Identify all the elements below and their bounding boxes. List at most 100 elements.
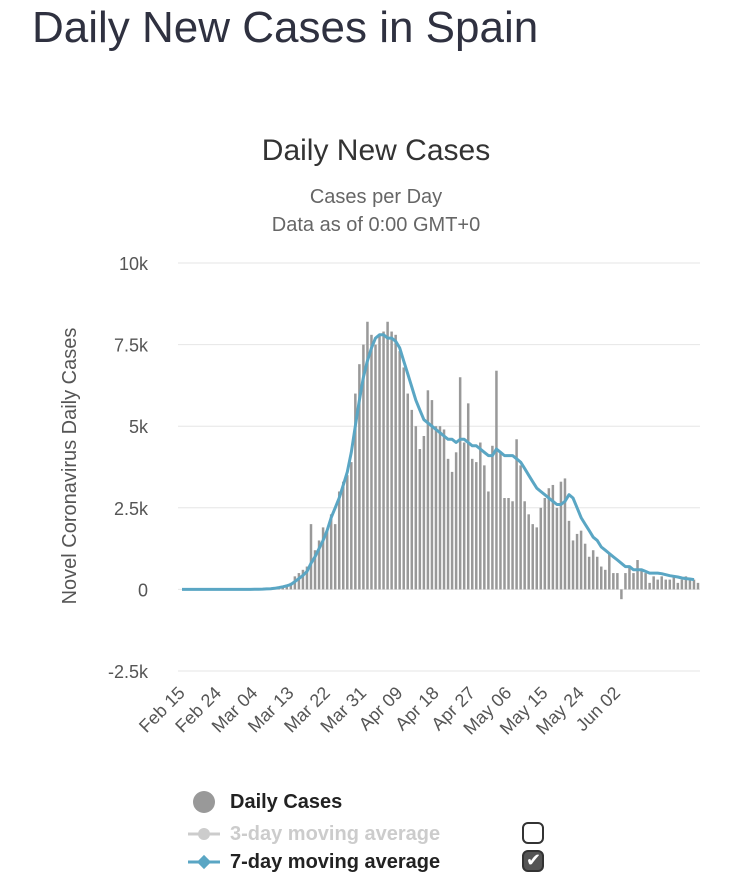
y-tick-label: 2.5k: [114, 499, 149, 519]
daily-cases-bar: [333, 524, 337, 590]
daily-cases-bar: [309, 524, 313, 590]
daily-cases-bar: [483, 465, 486, 590]
daily-cases-bar: [527, 514, 530, 590]
daily-cases-bar: [652, 576, 655, 590]
legend-label-7-day-ma: 7-day moving average: [230, 851, 441, 873]
checkmark-icon: ✔: [526, 850, 542, 870]
daily-cases-bar: [462, 442, 466, 590]
daily-cases-bar: [499, 452, 502, 590]
daily-cases-bar: [684, 576, 688, 590]
daily-cases-bar: [430, 400, 434, 590]
daily-cases-bar: [479, 442, 482, 590]
daily-cases-bar: [696, 582, 700, 590]
daily-cases-bar: [587, 556, 591, 590]
daily-cases-bar: [446, 458, 450, 590]
daily-cases-bar: [370, 334, 373, 590]
daily-cases-bar: [366, 321, 369, 590]
circle-icon: [186, 788, 222, 816]
daily-cases-bar: [289, 582, 293, 590]
daily-cases-bar: [660, 576, 663, 590]
daily-cases-bar: [543, 498, 547, 590]
daily-cases-bar: [519, 465, 522, 590]
daily-cases-bar: [640, 569, 643, 590]
daily-cases-bar: [507, 498, 510, 590]
daily-cases-chart: Daily New Cases Cases per Day Data as of…: [59, 134, 700, 739]
y-tick-label: 5k: [129, 417, 149, 437]
toggle-3-day-ma-checkbox[interactable]: [522, 822, 544, 844]
daily-cases-bar: [535, 527, 538, 590]
daily-cases-bar: [321, 527, 325, 590]
daily-cases-bar: [471, 458, 474, 590]
daily-cases-bar: [418, 449, 422, 590]
daily-cases-bar: [583, 543, 587, 590]
daily-cases-bar: [616, 573, 619, 590]
daily-cases-bar: [362, 344, 365, 590]
daily-cases-bar: [475, 462, 478, 590]
daily-cases-bar: [325, 530, 329, 590]
daily-cases-bar: [466, 403, 470, 590]
legend-item-7-day-ma[interactable]: 7-day moving average ✔: [186, 848, 566, 876]
daily-cases-bar: [595, 556, 599, 590]
daily-cases-bar: [350, 462, 353, 590]
daily-cases-bar: [523, 501, 526, 590]
y-tick-label: 7.5k: [114, 336, 149, 356]
daily-cases-bar: [648, 582, 651, 590]
daily-cases-bar: [692, 579, 696, 590]
daily-cases-bar: [491, 445, 494, 590]
daily-cases-bar: [575, 533, 579, 590]
daily-cases-bar: [628, 566, 631, 590]
daily-cases-bar: [354, 393, 357, 590]
chart-legend: Daily Cases 3-day moving average 7-day m…: [186, 788, 566, 888]
daily-cases-bar: [668, 579, 672, 590]
diamond-line-icon: [186, 848, 222, 876]
daily-cases-bar: [632, 573, 635, 590]
daily-cases-bar: [422, 435, 426, 590]
daily-cases-bar: [301, 569, 305, 590]
daily-cases-bar: [386, 321, 389, 590]
daily-cases-bar: [612, 573, 615, 590]
moving-average-lines: [182, 333, 695, 591]
daily-cases-bar: [410, 409, 414, 590]
legend-item-daily-cases[interactable]: Daily Cases: [186, 788, 566, 816]
toggle-7-day-ma-checkbox[interactable]: ✔: [522, 850, 544, 872]
daily-cases-bar: [620, 589, 623, 600]
chart-title: Daily New Cases: [262, 134, 490, 167]
daily-cases-bar: [551, 484, 555, 590]
chart-subtitle-line-2: Data as of 0:00 GMT+0: [272, 214, 480, 236]
daily-cases-bar: [555, 507, 559, 590]
daily-cases-bar: [454, 452, 458, 590]
seven-day-average-line: [182, 333, 695, 591]
daily-cases-bar: [624, 573, 627, 590]
daily-cases-bar: [317, 540, 321, 590]
daily-cases-bar: [511, 501, 514, 590]
daily-cases-bar: [402, 367, 405, 590]
daily-cases-bar: [664, 579, 667, 590]
daily-cases-bar: [503, 498, 506, 590]
y-tick-label: -2.5k: [108, 662, 149, 682]
daily-cases-bar: [329, 514, 333, 590]
daily-cases-bar: [680, 579, 684, 590]
daily-cases-bar: [672, 576, 676, 590]
legend-label-daily-cases: Daily Cases: [230, 791, 343, 813]
daily-cases-bar: [313, 550, 317, 590]
daily-cases-bar: [442, 429, 446, 590]
daily-cases-bar: [414, 426, 418, 590]
daily-cases-bar: [636, 560, 639, 590]
daily-cases-bar: [515, 439, 518, 590]
daily-cases-bar: [297, 573, 301, 590]
daily-cases-bar: [458, 377, 462, 590]
daily-cases-bar: [358, 364, 361, 590]
daily-cases-bar: [600, 566, 603, 590]
daily-cases-bar: [539, 507, 543, 590]
daily-cases-bar: [305, 566, 309, 590]
daily-cases-bar: [604, 569, 607, 590]
daily-cases-bar: [608, 553, 611, 590]
daily-cases-bar: [398, 351, 401, 590]
daily-cases-bar: [676, 582, 680, 590]
daily-cases-bar: [579, 530, 583, 590]
legend-item-3-day-ma[interactable]: 3-day moving average: [186, 820, 566, 848]
daily-cases-bar: [567, 520, 571, 590]
daily-cases-bar: [531, 524, 534, 590]
y-axis-ticks: -2.5k 0 2.5k 5k 7.5k 10k: [108, 254, 149, 682]
